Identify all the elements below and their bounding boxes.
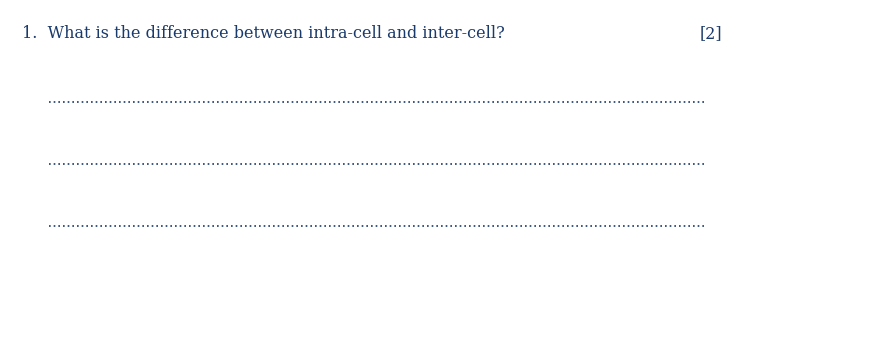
Text: [2]: [2]	[700, 25, 723, 43]
Text: 1.  What is the difference between intra-cell and inter-cell?: 1. What is the difference between intra-…	[22, 25, 505, 43]
